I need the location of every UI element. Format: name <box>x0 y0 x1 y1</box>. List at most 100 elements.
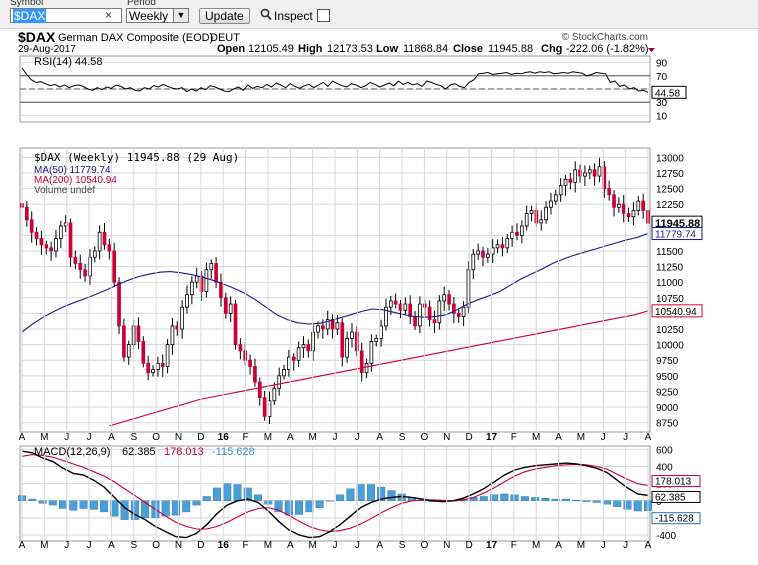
clear-symbol-icon[interactable]: × <box>105 8 113 22</box>
price-candle <box>432 319 437 324</box>
x-tick-label: F <box>243 540 249 551</box>
price-candle <box>563 178 568 186</box>
price-tick-label: 12250 <box>656 200 684 211</box>
x-tick-label: O <box>421 432 429 443</box>
inspect-checkbox[interactable] <box>317 9 330 22</box>
rsi-legend: RSI(14) 44.58 <box>34 56 102 68</box>
low-label: Low <box>376 43 398 55</box>
price-candle <box>282 369 286 377</box>
price-tick-label: 9250 <box>656 387 679 398</box>
price-candle <box>578 169 582 177</box>
price-candle <box>262 397 267 417</box>
price-candle <box>321 325 325 330</box>
price-candle <box>39 238 44 246</box>
price-candle <box>466 269 471 308</box>
price-candle <box>481 250 485 258</box>
price-tick-label: 10750 <box>656 294 684 305</box>
price-candle <box>558 185 563 196</box>
price-candle <box>388 300 393 308</box>
period-select[interactable]: Weekly ▼ <box>126 8 189 23</box>
macd-tick-label: -400 <box>656 531 676 542</box>
close-value: 11945.88 <box>488 43 533 55</box>
x-tick-label: N <box>443 540 450 551</box>
macd-hist-bar <box>48 500 57 506</box>
macd-hist-bar <box>592 500 601 503</box>
price-tick-label: 9000 <box>656 403 679 414</box>
price-candle <box>151 369 155 374</box>
price-candle <box>427 306 432 321</box>
price-candle <box>112 250 117 283</box>
x-tick-label: S <box>399 540 406 551</box>
period-label: Period <box>127 0 156 8</box>
macd-hist-bar <box>192 500 201 506</box>
price-candle <box>122 325 126 358</box>
header-name: German DAX Composite (EOD) <box>58 32 213 44</box>
macd-hist-bar <box>182 500 191 513</box>
x-tick-label: M <box>40 432 48 443</box>
macd-hist-bar <box>110 500 119 517</box>
x-tick-label: F <box>511 432 517 443</box>
macd-hist-bar <box>561 498 570 501</box>
price-candle <box>83 269 87 277</box>
macd-hist-bar <box>377 486 386 501</box>
price-candle <box>73 256 78 264</box>
macd-hist-bar <box>551 498 560 501</box>
chevron-down-icon[interactable]: ▼ <box>173 9 188 22</box>
price-candle <box>126 344 131 358</box>
x-tick-label: F <box>511 540 517 551</box>
price-candle <box>617 203 621 208</box>
price-candle <box>272 387 277 402</box>
price-candle <box>199 275 204 292</box>
price-candle <box>510 231 514 239</box>
signal-last-label: 178.013 <box>655 477 692 488</box>
hist-legend-value: -115.628 <box>212 446 255 458</box>
ma200-legend: MA(200) 10540.94 <box>34 175 117 186</box>
price-candle <box>54 238 58 252</box>
rsi-tick-label: 30 <box>656 98 668 109</box>
search-icon[interactable] <box>260 7 272 24</box>
x-tick-label: A <box>287 432 294 443</box>
symbol-input[interactable]: $DAX <box>10 8 122 23</box>
price-tick-label: 9500 <box>656 372 679 383</box>
x-tick-label: J <box>623 432 628 443</box>
x-tick-label: A <box>555 432 562 443</box>
x-tick-label: A <box>108 540 115 551</box>
price-candle <box>539 219 544 224</box>
price-tick-label: 11000 <box>656 278 684 289</box>
macd-hist-bar <box>254 494 263 501</box>
update-button[interactable]: Update <box>199 8 250 24</box>
macd-hist-bar <box>613 500 622 507</box>
price-candle <box>549 200 553 208</box>
price-candle <box>238 344 243 352</box>
x-tick-label: J <box>87 432 92 443</box>
hist-last-box <box>651 512 701 525</box>
x-tick-label: A <box>108 432 115 443</box>
ma50-last-label: 11779.74 <box>655 230 696 241</box>
price-candle <box>621 203 626 214</box>
rsi-last-label: 44.58 <box>655 88 680 99</box>
rsi-line <box>21 67 649 93</box>
price-candle <box>553 194 558 202</box>
open-value: 12105.49 <box>248 43 294 55</box>
x-tick-label: 17 <box>486 432 498 443</box>
macd-hist-bar <box>223 483 232 501</box>
price-candle <box>345 337 349 358</box>
price-tick-label: 8750 <box>656 419 679 430</box>
macd-hist-bar <box>274 500 283 513</box>
x-tick-label: J <box>355 432 360 443</box>
macd-legend-name: MACD(12,26,9) <box>34 446 110 458</box>
price-candle <box>68 222 73 258</box>
macd-hist-bar <box>633 500 642 512</box>
macd-hist-bar <box>336 494 345 501</box>
price-candle <box>185 294 189 308</box>
price-candle <box>325 319 330 330</box>
price-candle <box>49 247 53 252</box>
price-candle <box>102 231 107 246</box>
macd-hist-bar <box>171 500 180 516</box>
x-tick-label: N <box>175 432 182 443</box>
volume-legend: Volume undef <box>34 185 95 196</box>
price-candle <box>335 322 340 330</box>
macd-hist-bar <box>100 500 109 513</box>
macd-hist-bar <box>572 500 581 502</box>
x-tick-label: M <box>532 432 540 443</box>
